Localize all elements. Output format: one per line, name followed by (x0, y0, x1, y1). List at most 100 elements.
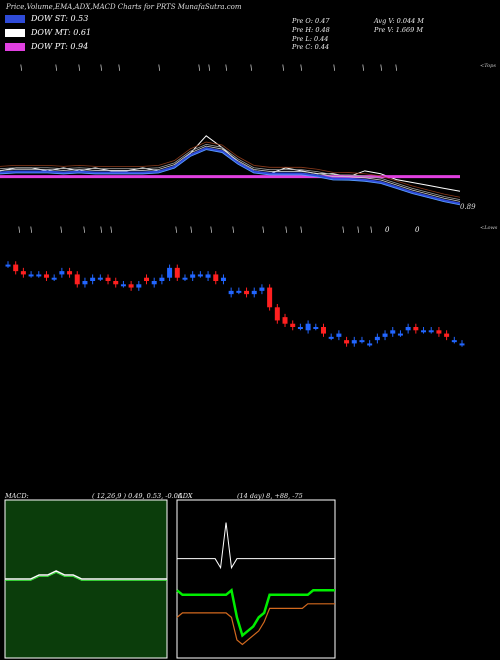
candle-body (451, 340, 457, 343)
chart-title: Price,Volume,EMA,ADX,MACD Charts for PRT… (6, 3, 242, 11)
top-marker: \ (250, 64, 252, 72)
low-marker: \ (342, 226, 344, 234)
candle-body (159, 277, 165, 281)
candle-body (113, 281, 119, 285)
low-marker: 0 (415, 226, 420, 234)
candle-body (459, 343, 465, 346)
candle-body (428, 330, 434, 333)
candle-body (251, 290, 257, 295)
candle-body (105, 277, 111, 281)
candle-body (220, 277, 226, 281)
candle-body (444, 333, 450, 337)
candle-body (436, 330, 442, 334)
top-marker: \ (395, 64, 397, 72)
legend-swatch-mt (5, 29, 25, 37)
candle-body (313, 327, 319, 329)
legend-dow-pt: DOW PT: 0.94 (5, 42, 88, 51)
candle-body (405, 327, 411, 331)
macd-signal-line (5, 572, 167, 581)
candle-body (144, 277, 150, 281)
legend-label-st: DOW ST: 0.53 (31, 14, 89, 23)
stat-pre-volume: Pre V: 1.669 M (374, 26, 424, 34)
low-marker: \ (210, 226, 212, 234)
top-marker: \ (198, 64, 200, 72)
ema-fast-shadow-line (0, 149, 461, 206)
candle-body (43, 274, 49, 278)
candle-body (351, 340, 357, 344)
low-marker: \ (232, 226, 234, 234)
candle-body (336, 333, 342, 337)
low-marker: \ (190, 226, 192, 234)
low-marker: \ (175, 226, 177, 234)
macd-line (5, 570, 167, 580)
candle-body (197, 274, 203, 277)
candle-body (213, 274, 219, 281)
candle-body (182, 277, 188, 280)
candle-body (274, 307, 280, 321)
candle-body (151, 281, 157, 285)
ema-mid2-line (0, 143, 461, 201)
legend-label-mt: DOW MT: 0.61 (31, 28, 92, 37)
top-marker: \ (333, 64, 335, 72)
candle-body (374, 336, 380, 341)
tops-label: <Tops (480, 63, 496, 69)
candle-body (20, 271, 26, 275)
low-marker: \ (262, 226, 264, 234)
candle-body (297, 327, 303, 329)
candle-body (59, 271, 65, 275)
low-marker: \ (83, 226, 85, 234)
candle-body (128, 284, 134, 288)
top-marker: \ (300, 64, 302, 72)
candle-body (82, 281, 88, 285)
candle-body (97, 277, 103, 280)
candle-body (174, 267, 180, 278)
top-marker: \ (158, 64, 160, 72)
ema-slow-line (0, 141, 461, 198)
macd-params: ( 12,26,9 ) 0.49, 0.53, -0.06 (92, 492, 182, 500)
top-marker: \ (20, 64, 22, 72)
candle-body (259, 287, 265, 291)
candle-body (36, 274, 42, 277)
candle-body (136, 284, 142, 288)
candle-body (267, 287, 273, 308)
candle-body (282, 317, 288, 324)
candle-body (205, 274, 211, 278)
stat-avg-volume: Avg V: 0.044 M (374, 17, 424, 25)
adx-title: ADX (178, 492, 193, 500)
candle-body (328, 336, 334, 339)
low-marker: \ (30, 226, 32, 234)
candle-body (236, 290, 242, 293)
candle-body (421, 330, 427, 333)
last-price-label: 0.89 (460, 203, 476, 211)
candle-body (167, 267, 173, 278)
macd-title: MACD: (5, 492, 29, 500)
top-marker: \ (380, 64, 382, 72)
candle-body (5, 264, 11, 267)
candle-body (367, 343, 373, 346)
low-marker: \ (100, 226, 102, 234)
stat-pre-low: Pre L: 0.44 (292, 35, 329, 43)
low-marker: \ (370, 226, 372, 234)
candle-body (190, 274, 196, 278)
low-marker: \ (110, 226, 112, 234)
candle-body (228, 290, 234, 295)
stat-pre-close: Pre C: 0.44 (292, 43, 330, 51)
candle-body (120, 284, 126, 287)
candle-body (290, 323, 296, 327)
candle-body (390, 330, 396, 334)
top-marker: \ (55, 64, 57, 72)
candle-body (90, 277, 96, 281)
low-marker: \ (300, 226, 302, 234)
candle-body (382, 333, 388, 337)
lows-label: <Lows (480, 225, 498, 231)
candle-body (13, 264, 19, 272)
legend-dow-mt: DOW MT: 0.61 (5, 28, 91, 37)
low-marker: \ (357, 226, 359, 234)
top-marker: \ (208, 64, 210, 72)
candle-body (413, 327, 419, 331)
adx-line (177, 522, 335, 570)
low-marker: \ (285, 226, 287, 234)
stat-pre-open: Pre O: 0.47 (292, 17, 330, 25)
top-marker: \ (225, 64, 227, 72)
